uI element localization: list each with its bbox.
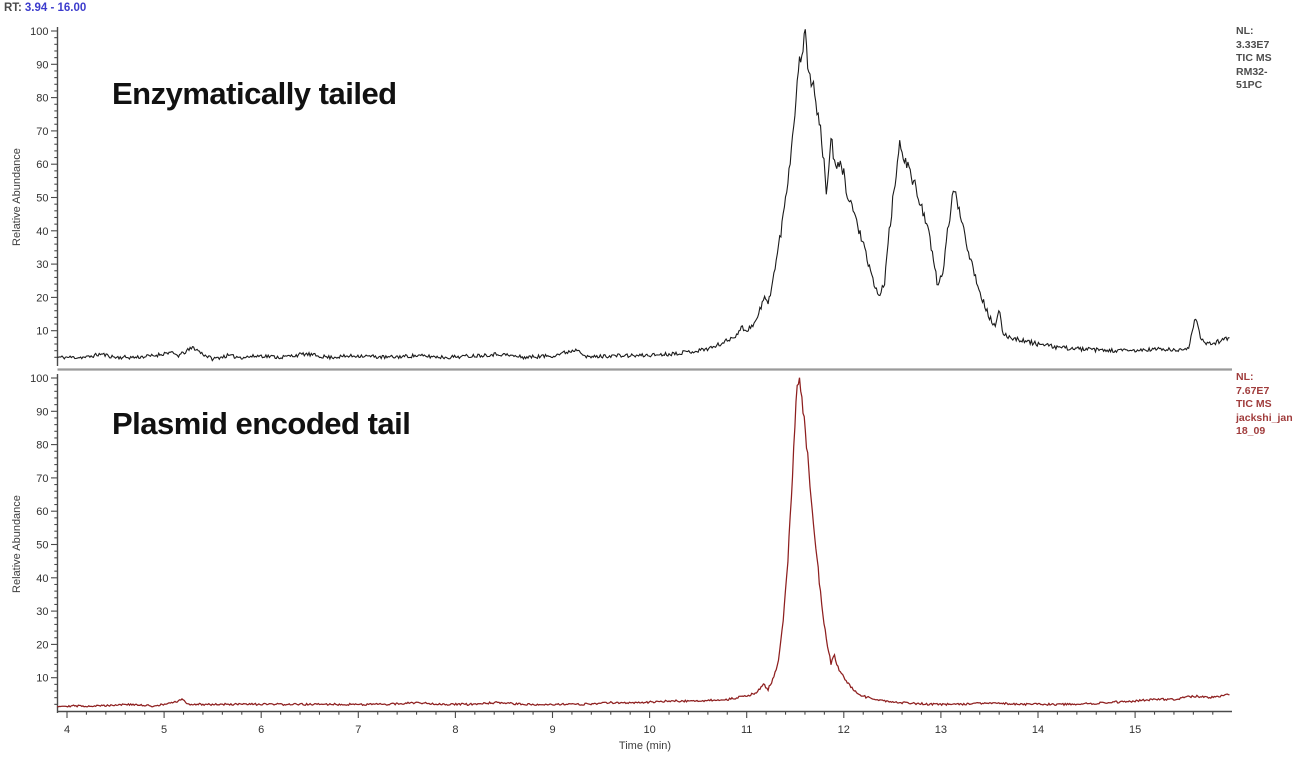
y-tick-label-40-panel-1: 40 [36,573,48,585]
bottom-annotation-scan-type: TIC MS [1236,398,1272,410]
bottom-annotation-nl-value: 7.67E7 [1236,384,1270,397]
y-tick-label-90-panel-1: 90 [36,406,48,418]
x-tick-label-9: 9 [549,724,555,736]
x-tick-label-5: 5 [161,724,167,736]
top-annotation-nl-label: NL: [1236,25,1254,37]
x-tick-label-10: 10 [643,724,655,736]
x-tick-label-4: 4 [64,724,70,736]
y-tick-label-10-panel-0: 10 [36,326,48,338]
top-trace-annotation: NL: 3.33E7 TIC MS RM32- 51PC [1236,25,1300,93]
y-tick-label-80-panel-1: 80 [36,440,48,452]
y-tick-label-60-panel-0: 60 [36,159,48,171]
y-tick-label-50-panel-1: 50 [36,540,48,552]
top-annotation-file-line1: RM32- [1236,65,1268,78]
x-tick-label-7: 7 [355,724,361,736]
y-tick-label-80-panel-0: 80 [36,93,48,105]
top-panel-title: Enzymatically tailed [112,76,397,111]
y-tick-label-100-panel-1: 100 [30,373,48,385]
y-tick-label-60-panel-1: 60 [36,506,48,518]
y-tick-label-90-panel-0: 90 [36,59,48,71]
y-tick-label-10-panel-1: 10 [36,673,48,685]
rt-range-header: RT: 3.94 - 16.00 [4,2,86,14]
bottom-annotation-file-line2: 18_09 [1236,425,1266,437]
tic-trace-plasmid-encoded [57,377,1230,708]
rt-range-value: 3.94 - 16.00 [24,2,87,14]
top-annotation-nl-value: 3.33E7 [1236,38,1270,51]
x-tick-label-13: 13 [935,724,947,736]
tic-trace-enzymatically-tailed [57,29,1230,362]
bottom-annotation-file-line1: jackshi_jan [1236,411,1293,424]
x-tick-label-14: 14 [1032,724,1044,736]
y-tick-label-50-panel-0: 50 [36,193,48,205]
top-annotation-file-line2: 51PC [1236,79,1263,91]
y-tick-label-30-panel-0: 30 [36,259,48,271]
y-tick-label-30-panel-1: 30 [36,606,48,618]
top-annotation-scan-type: TIC MS [1236,52,1272,64]
y-tick-label-20-panel-1: 20 [36,639,48,651]
bottom-panel-title: Plasmid encoded tail [112,406,411,441]
x-tick-label-8: 8 [452,724,458,736]
x-tick-label-12: 12 [838,724,850,736]
y-tick-label-100-panel-0: 100 [30,26,48,38]
y-tick-label-40-panel-0: 40 [36,226,48,238]
x-tick-label-11: 11 [741,724,752,736]
x-tick-label-6: 6 [258,724,264,736]
rt-range-label: RT: [4,2,22,14]
bottom-annotation-nl-label: NL: [1236,371,1254,383]
y-tick-label-70-panel-1: 70 [36,473,48,485]
y-tick-label-70-panel-0: 70 [36,126,48,138]
x-axis-title: Time (min) [618,740,672,752]
x-tick-label-15: 15 [1129,724,1141,736]
y-tick-label-20-panel-0: 20 [36,292,48,304]
bottom-trace-annotation: NL: 7.67E7 TIC MS jackshi_jan 18_09 [1236,371,1300,439]
